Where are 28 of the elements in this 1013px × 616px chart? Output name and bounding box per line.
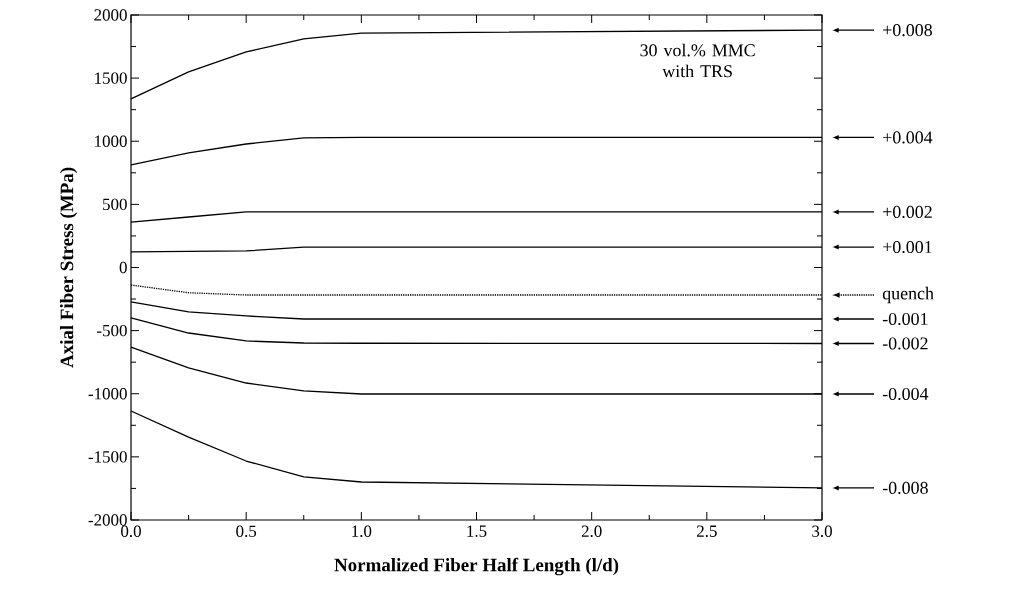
y-tick-label: -500 bbox=[97, 324, 127, 337]
legend-label: -0.001 bbox=[882, 312, 928, 326]
y-tick-label: -1000 bbox=[88, 388, 127, 400]
y-tick-label: -2000 bbox=[88, 514, 127, 526]
x-tick-label: 2.5 bbox=[697, 525, 717, 537]
y-tick-label: -1500 bbox=[88, 451, 127, 463]
annotation: 30 vol.% MMC with TRS bbox=[640, 43, 755, 78]
x-tick-label: 3.0 bbox=[812, 525, 832, 537]
legend-label: +0.002 bbox=[883, 205, 932, 219]
x-axis-title: Normalized Fiber Half Length (l/d) bbox=[334, 557, 619, 576]
legend-label: quench bbox=[882, 286, 934, 304]
legend-label: -0.004 bbox=[882, 387, 929, 401]
y-tick-label: 0 bbox=[119, 261, 127, 274]
x-tick-label: 0.0 bbox=[121, 525, 141, 537]
y-tick-label: 1500 bbox=[95, 72, 127, 84]
y-axis-title: Axial Fiber Stress (MPa) bbox=[59, 167, 78, 368]
legend-label: -0.002 bbox=[882, 337, 928, 350]
x-tick-label: 2.0 bbox=[581, 525, 602, 537]
x-tick-label: 1.0 bbox=[352, 525, 372, 537]
legend-label: -0.008 bbox=[882, 481, 928, 494]
y-tick-label: 2000 bbox=[94, 9, 127, 21]
legend-label: +0.004 bbox=[883, 131, 933, 144]
legend-label: +0.001 bbox=[883, 240, 932, 254]
x-tick-label: 0.5 bbox=[236, 525, 257, 537]
y-tick-label: 500 bbox=[103, 198, 127, 211]
legend-label: +0.008 bbox=[883, 24, 932, 37]
y-tick-label: 1000 bbox=[95, 135, 127, 147]
x-tick-label: 1.5 bbox=[467, 525, 487, 537]
